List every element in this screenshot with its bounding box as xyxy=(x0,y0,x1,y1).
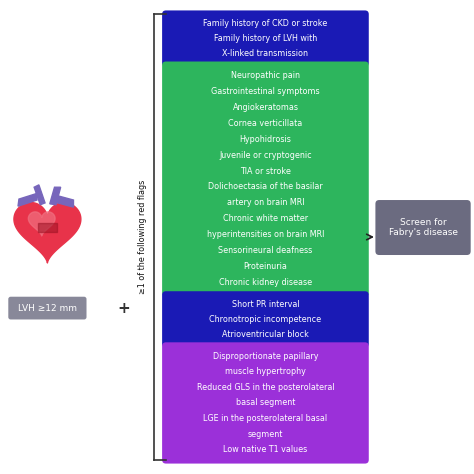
Text: Chronic white matter: Chronic white matter xyxy=(223,214,308,223)
Text: Disproportionate papillary: Disproportionate papillary xyxy=(213,352,318,361)
FancyBboxPatch shape xyxy=(162,62,369,296)
FancyBboxPatch shape xyxy=(162,291,369,347)
Text: Juvenile or cryptogenic: Juvenile or cryptogenic xyxy=(219,151,312,160)
Text: Chronotropic incompetence: Chronotropic incompetence xyxy=(210,315,321,324)
Text: hyperintensities on brain MRI: hyperintensities on brain MRI xyxy=(207,230,324,239)
Polygon shape xyxy=(56,195,73,207)
Text: Family history of LVH with: Family history of LVH with xyxy=(214,34,317,43)
Text: Proteinuria: Proteinuria xyxy=(244,262,287,271)
Text: Screen for
Fabry's disease: Screen for Fabry's disease xyxy=(389,218,457,237)
Text: Reduced GLS in the posterolateral: Reduced GLS in the posterolateral xyxy=(197,383,334,392)
Text: artery on brain MRI: artery on brain MRI xyxy=(227,198,304,207)
Polygon shape xyxy=(28,212,55,236)
FancyBboxPatch shape xyxy=(375,200,471,255)
Text: Dolichoectasia of the basilar: Dolichoectasia of the basilar xyxy=(208,182,323,191)
Text: Low native T1 values: Low native T1 values xyxy=(223,445,308,454)
Text: Chronic kidney disease: Chronic kidney disease xyxy=(219,278,312,287)
Text: Hypohidrosis: Hypohidrosis xyxy=(239,135,292,144)
Text: basal segment: basal segment xyxy=(236,399,295,408)
Polygon shape xyxy=(14,202,81,263)
FancyBboxPatch shape xyxy=(162,342,369,464)
Polygon shape xyxy=(34,185,45,205)
Text: Cornea verticillata: Cornea verticillata xyxy=(228,119,302,128)
Text: Short PR interval: Short PR interval xyxy=(232,300,299,309)
Text: segment: segment xyxy=(248,429,283,438)
Text: X-linked transmission: X-linked transmission xyxy=(222,49,309,58)
Text: Family history of CKD or stroke: Family history of CKD or stroke xyxy=(203,19,328,28)
Text: TIA or stroke: TIA or stroke xyxy=(240,166,291,175)
Polygon shape xyxy=(50,187,61,205)
Text: Neuropathic pain: Neuropathic pain xyxy=(231,71,300,80)
Text: Angiokeratomas: Angiokeratomas xyxy=(232,103,299,112)
FancyBboxPatch shape xyxy=(9,297,86,319)
Text: Sensorineural deafness: Sensorineural deafness xyxy=(219,246,312,255)
Text: muscle hypertrophy: muscle hypertrophy xyxy=(225,367,306,376)
FancyBboxPatch shape xyxy=(162,10,369,67)
Text: ≥1 of the following red flags: ≥1 of the following red flags xyxy=(138,180,146,294)
Text: Atrioventricular block: Atrioventricular block xyxy=(222,329,309,338)
Text: +: + xyxy=(118,301,130,316)
Text: LGE in the posterolateral basal: LGE in the posterolateral basal xyxy=(203,414,328,423)
Text: LVH ≥12 mm: LVH ≥12 mm xyxy=(18,304,77,312)
Polygon shape xyxy=(18,193,37,206)
Text: Gastrointestinal symptoms: Gastrointestinal symptoms xyxy=(211,87,320,96)
